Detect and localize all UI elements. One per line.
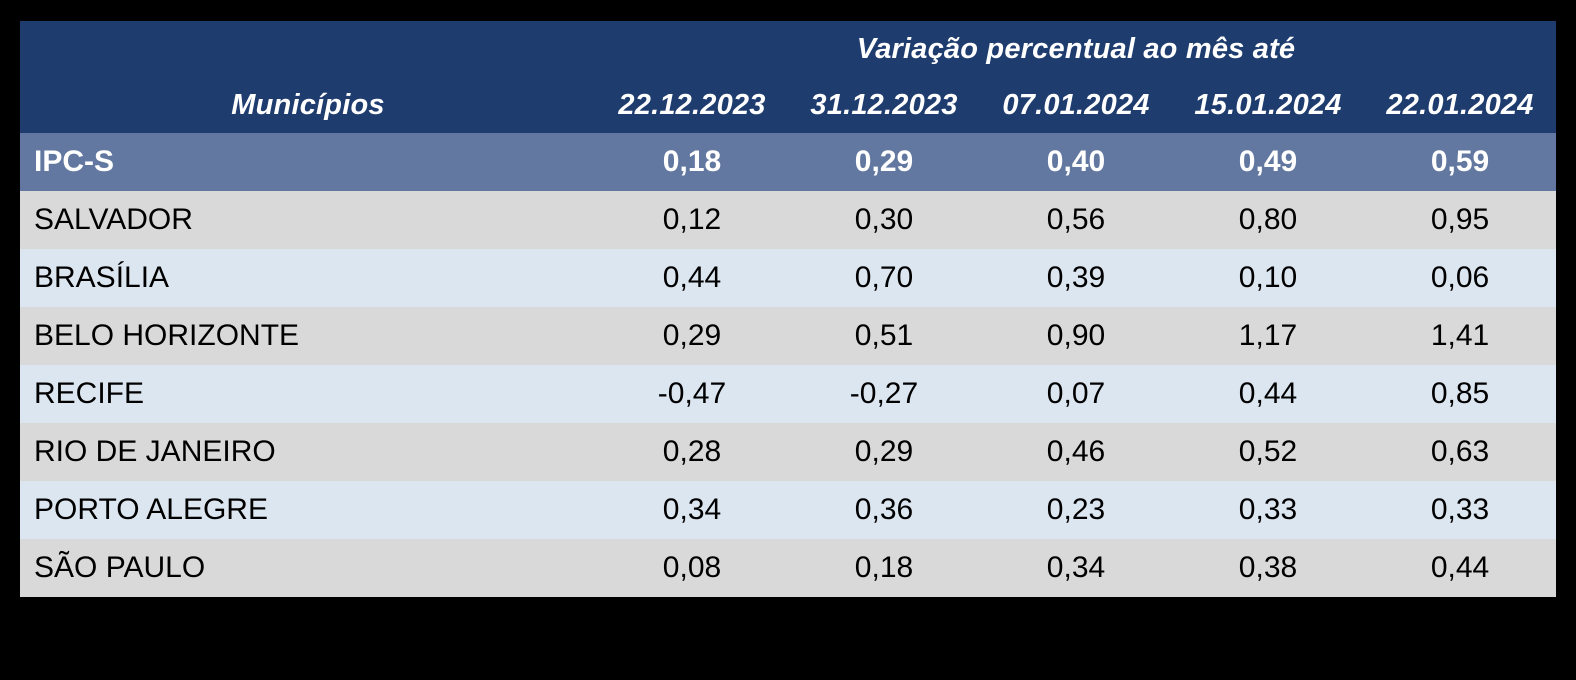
header-row-title: Variação percentual ao mês até [20, 21, 1557, 77]
value-cell: 0,33 [1238, 493, 1298, 526]
table-row-sao-paulo: SÃO PAULO 0,08 0,18 0,34 0,38 0,44 [20, 539, 1557, 597]
value-cell: 0,34 [1046, 551, 1106, 584]
value-cell: 0,06 [1430, 261, 1490, 294]
value-cell: 1,41 [1430, 319, 1490, 352]
value-cell: 0,70 [854, 261, 914, 294]
value-cell: 0,29 [662, 319, 722, 352]
row-label: RIO DE JANEIRO [34, 435, 276, 468]
value-cell: 0,36 [854, 493, 914, 526]
value-cell: 0,28 [662, 435, 722, 468]
value-cell: 0,10 [1238, 261, 1298, 294]
value-cell: 0,44 [1430, 551, 1490, 584]
value-cell: 0,46 [1046, 435, 1106, 468]
value-cell: -0,47 [657, 377, 727, 410]
value-cell: 0,12 [662, 203, 722, 236]
value-cell: 0,38 [1238, 551, 1298, 584]
row-label: IPC-S [34, 145, 115, 178]
value-cell: 0,90 [1046, 319, 1106, 352]
value-cell: 0,29 [854, 145, 914, 178]
value-cell: 0,30 [854, 203, 914, 236]
value-cell: 0,80 [1238, 203, 1298, 236]
column-header-date: 07.01.2024 [980, 77, 1172, 133]
column-header-municipios: Municípios [20, 77, 596, 133]
value-cell: 0,44 [662, 261, 722, 294]
table-row-recife: RECIFE -0,47 -0,27 0,07 0,44 0,85 [20, 365, 1557, 423]
table-header: Variação percentual ao mês até Município… [20, 21, 1557, 133]
value-cell: 0,07 [1046, 377, 1106, 410]
value-cell: 0,18 [854, 551, 914, 584]
column-header-date: 22.01.2024 [1364, 77, 1557, 133]
ipcs-variation-table: Variação percentual ao mês até Município… [20, 21, 1557, 597]
column-header-date: 31.12.2023 [788, 77, 980, 133]
value-cell: 0,49 [1238, 145, 1298, 178]
value-cell: 0,95 [1430, 203, 1490, 236]
value-cell: 0,44 [1238, 377, 1298, 410]
value-cell: 0,51 [854, 319, 914, 352]
value-cell: 0,08 [662, 551, 722, 584]
row-label: PORTO ALEGRE [34, 493, 268, 526]
value-cell: 0,23 [1046, 493, 1106, 526]
value-cell: 1,17 [1238, 319, 1298, 352]
value-cell: 0,39 [1046, 261, 1106, 294]
value-cell: 0,59 [1430, 145, 1490, 178]
value-cell: 0,34 [662, 493, 722, 526]
value-cell: 0,18 [662, 145, 722, 178]
ipcs-table-container: Variação percentual ao mês até Município… [20, 21, 1557, 597]
value-cell: -0,27 [849, 377, 919, 410]
table-row-salvador: SALVADOR 0,12 0,30 0,56 0,80 0,95 [20, 191, 1557, 249]
table-row-ipcs: IPC-S 0,18 0,29 0,40 0,49 0,59 [20, 133, 1557, 191]
table-row-porto-alegre: PORTO ALEGRE 0,34 0,36 0,23 0,33 0,33 [20, 481, 1557, 539]
table-body: IPC-S 0,18 0,29 0,40 0,49 0,59 SALVADOR … [20, 133, 1557, 597]
row-label: BELO HORIZONTE [34, 319, 300, 352]
value-cell: 0,40 [1046, 145, 1106, 178]
value-cell: 0,85 [1430, 377, 1490, 410]
row-label: SÃO PAULO [34, 551, 206, 584]
value-cell: 0,56 [1046, 203, 1106, 236]
value-cell: 0,33 [1430, 493, 1490, 526]
header-empty-cell [20, 21, 596, 77]
column-header-date: 22.12.2023 [596, 77, 788, 133]
table-row-rio-de-janeiro: RIO DE JANEIRO 0,28 0,29 0,46 0,52 0,63 [20, 423, 1557, 481]
row-label: SALVADOR [34, 203, 193, 236]
header-row-columns: Municípios 22.12.2023 31.12.2023 07.01.2… [20, 77, 1557, 133]
table-row-brasilia: BRASÍLIA 0,44 0,70 0,39 0,10 0,06 [20, 249, 1557, 307]
row-label: BRASÍLIA [34, 261, 170, 294]
row-label: RECIFE [34, 377, 145, 410]
value-cell: 0,63 [1430, 435, 1490, 468]
column-header-date: 15.01.2024 [1172, 77, 1364, 133]
value-cell: 0,29 [854, 435, 914, 468]
value-cell: 0,52 [1238, 435, 1298, 468]
table-title: Variação percentual ao mês até [596, 21, 1557, 77]
table-row-belo-horizonte: BELO HORIZONTE 0,29 0,51 0,90 1,17 1,41 [20, 307, 1557, 365]
